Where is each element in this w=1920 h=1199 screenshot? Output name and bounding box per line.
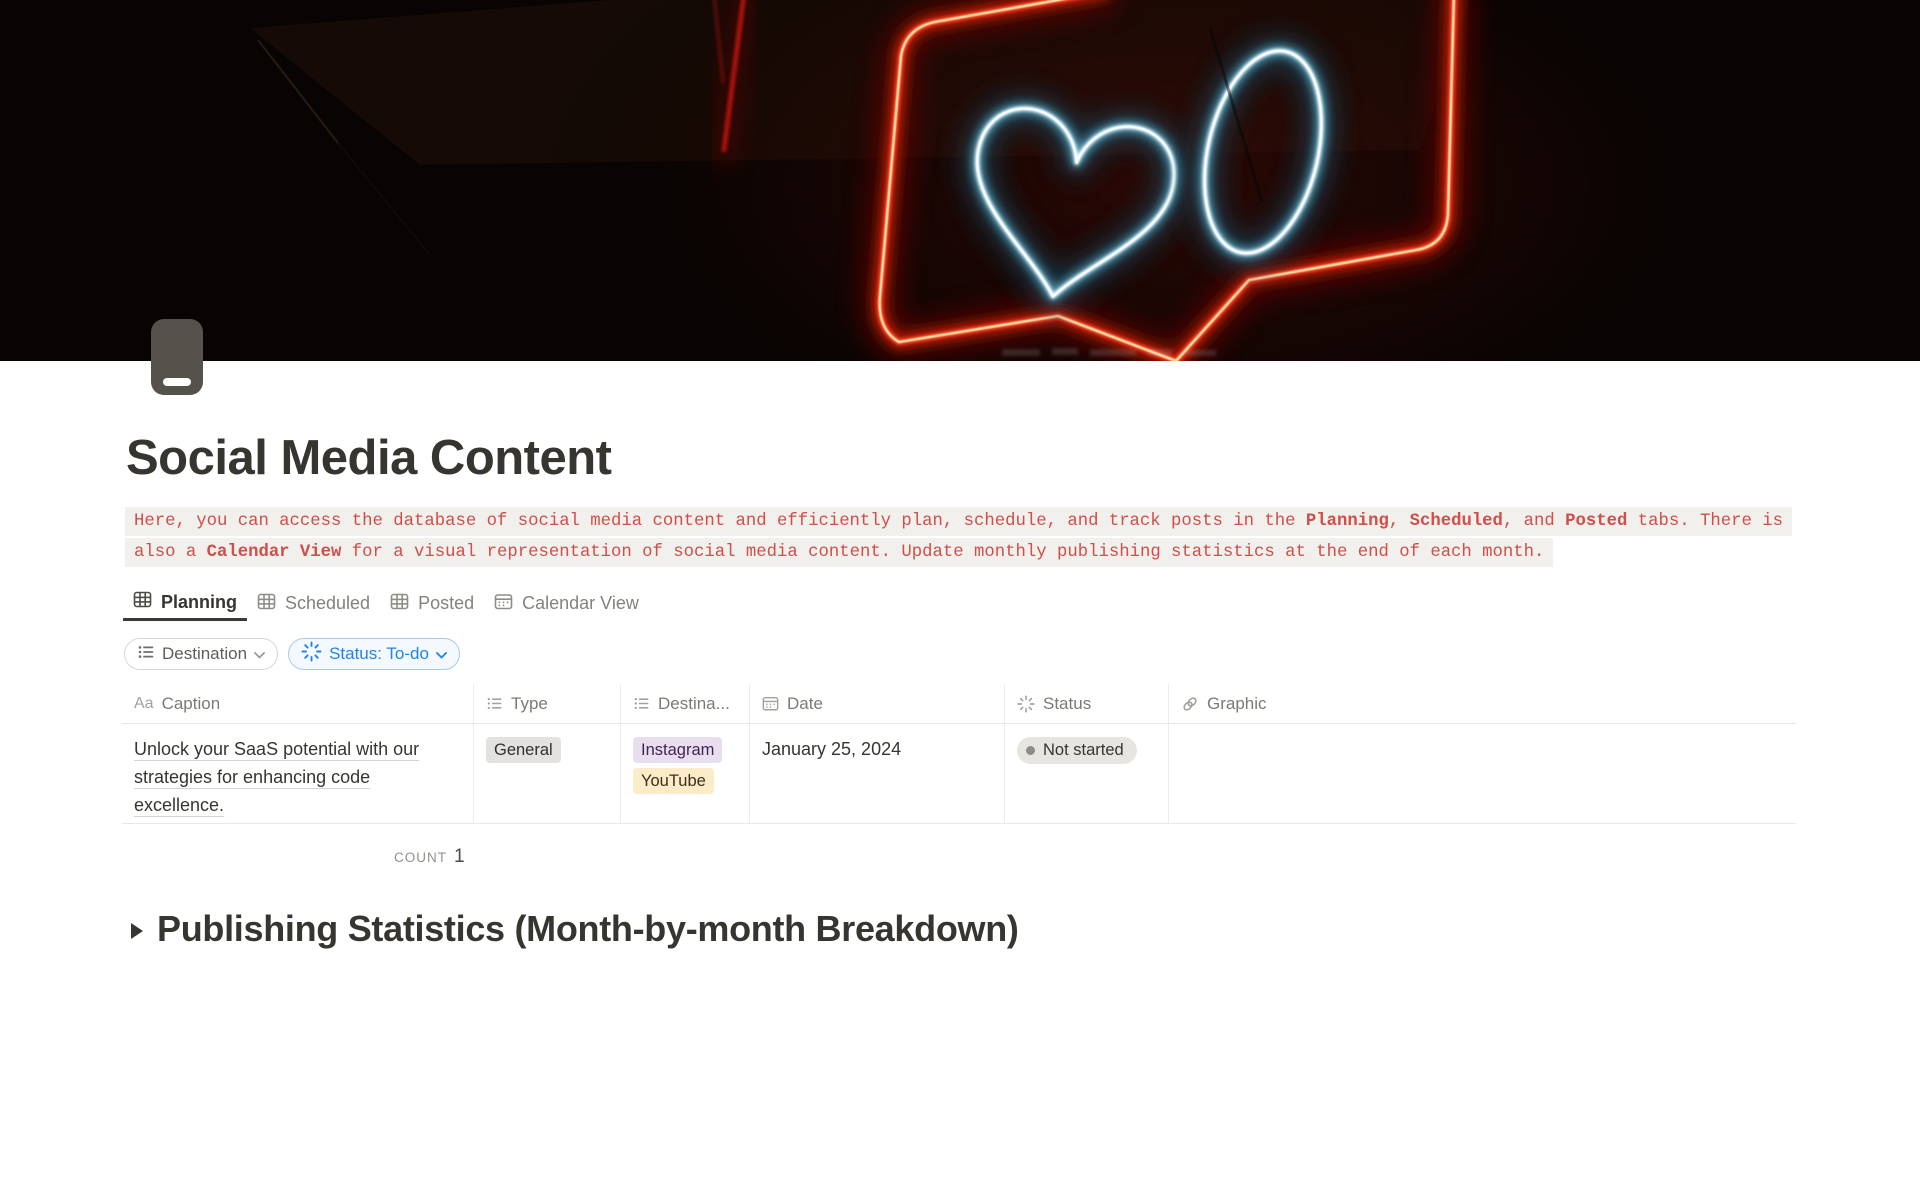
view-tabs: Planning Scheduled Posted	[123, 586, 649, 621]
tab-posted[interactable]: Posted	[380, 586, 484, 621]
database-table: Aa Caption Type	[122, 684, 1796, 824]
column-label: Type	[511, 693, 548, 713]
row-destination-cell[interactable]: Instagram YouTube	[620, 724, 749, 823]
column-header-status[interactable]: Status	[1004, 684, 1168, 723]
destination-tag-instagram: Instagram	[633, 737, 723, 763]
tab-scheduled[interactable]: Scheduled	[247, 586, 380, 621]
status-spinner-icon	[1017, 694, 1035, 713]
status-dot-icon	[1026, 746, 1035, 755]
column-header-destination[interactable]: Destina...	[620, 684, 749, 723]
status-pill: Not started	[1017, 737, 1137, 764]
table-count[interactable]: COUNT 1	[394, 846, 465, 868]
row-caption-cell[interactable]: Unlock your SaaS potential with our stra…	[122, 724, 473, 823]
row-date-cell[interactable]: January 25, 2024	[749, 724, 1004, 823]
column-label: Date	[787, 693, 823, 713]
row-type-cell[interactable]: General	[473, 724, 620, 823]
column-header-type[interactable]: Type	[473, 684, 620, 723]
count-value: 1	[454, 846, 465, 867]
chevron-down-icon	[254, 644, 265, 664]
page-icon-mobile-phone[interactable]	[151, 319, 203, 395]
row-caption-text[interactable]: Unlock your SaaS potential with our stra…	[134, 739, 420, 815]
page-description[interactable]: Here, you can access the database of soc…	[125, 507, 1792, 569]
tab-label: Calendar View	[522, 593, 639, 613]
filter-bar: Destination Status: To-do	[124, 638, 460, 670]
tab-label: Posted	[418, 593, 475, 613]
page-title[interactable]: Social Media Content	[126, 431, 612, 485]
destination-tag-youtube: YouTube	[633, 768, 714, 794]
row-status-cell[interactable]: Not started	[1004, 724, 1168, 823]
date-property-icon	[762, 695, 779, 712]
calendar-view-icon	[494, 592, 513, 616]
select-property-icon	[486, 695, 503, 712]
status-filter-chip[interactable]: Status: To-do	[288, 638, 460, 670]
table-view-icon	[257, 592, 276, 616]
column-label: Status	[1043, 693, 1092, 713]
type-tag-general: General	[486, 737, 561, 763]
toggle-heading-row: Publishing Statistics (Month-by-month Br…	[131, 908, 1019, 950]
table-row: Unlock your SaaS potential with our stra…	[122, 724, 1796, 824]
column-header-graphic[interactable]: Graphic	[1168, 684, 1796, 723]
column-label: Caption	[161, 693, 221, 713]
status-spinner-icon	[301, 641, 322, 667]
count-label: COUNT	[394, 850, 447, 865]
column-label: Destina...	[658, 693, 730, 713]
bulleted-list-icon	[137, 643, 155, 666]
table-view-icon	[133, 590, 152, 614]
description-line-2: also a Calendar View for a visual repres…	[125, 538, 1792, 569]
multi-select-property-icon	[633, 695, 650, 712]
row-graphic-cell[interactable]	[1168, 724, 1796, 823]
cover-image	[0, 0, 1920, 361]
description-line-1: Here, you can access the database of soc…	[125, 507, 1792, 538]
link-property-icon	[1181, 695, 1199, 713]
date-value: January 25, 2024	[762, 739, 902, 759]
column-header-caption[interactable]: Aa Caption	[122, 684, 473, 723]
neon-sign-illustration	[0, 0, 1920, 361]
filter-label: Status: To-do	[329, 644, 429, 663]
column-header-date[interactable]: Date	[749, 684, 1004, 723]
tab-planning[interactable]: Planning	[123, 586, 247, 621]
phone-home-bar	[163, 378, 191, 386]
table-header-row: Aa Caption Type	[122, 684, 1796, 724]
tab-label: Planning	[161, 591, 237, 612]
filter-label: Destination	[162, 644, 248, 663]
chevron-down-icon	[436, 644, 447, 664]
text-property-icon: Aa	[134, 694, 154, 712]
destination-filter-chip[interactable]: Destination	[124, 638, 279, 670]
column-label: Graphic	[1207, 693, 1267, 713]
tab-calendar-view[interactable]: Calendar View	[484, 586, 649, 621]
status-value: Not started	[1043, 741, 1124, 759]
tab-label: Scheduled	[285, 593, 371, 613]
toggle-heading-title[interactable]: Publishing Statistics (Month-by-month Br…	[157, 908, 1019, 949]
table-view-icon	[390, 592, 409, 616]
toggle-arrow-icon[interactable]	[131, 922, 143, 939]
